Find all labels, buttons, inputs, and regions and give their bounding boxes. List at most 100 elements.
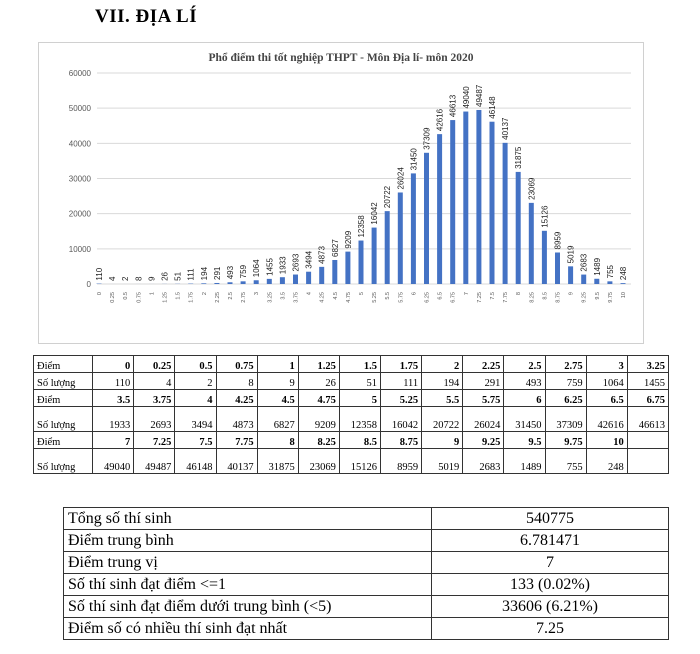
x-tick-label: 0.5 <box>123 292 129 300</box>
point-cell: 4 <box>174 389 217 407</box>
x-tick-label: 1 <box>149 292 155 295</box>
count-cell: 16042 <box>380 406 423 432</box>
data-label: 15126 <box>540 205 549 228</box>
points-row: Điểm 3.5 3.75 4 4.25 4.5 4.75 5 5.25 5.5 5.75 6 6.25… <box>32 389 670 407</box>
stat-row: Tổng số thí sinh 540775 <box>63 507 669 530</box>
row-label: Số lượng <box>32 372 94 390</box>
x-tick-label: 7.5 <box>490 292 496 300</box>
count-cell: 40137 <box>215 448 258 474</box>
stat-value: 540775 <box>431 507 669 530</box>
data-label: 4873 <box>318 246 327 264</box>
count-cell: 493 <box>503 372 546 390</box>
count-cell: 8 <box>215 372 258 390</box>
x-tick-label: 3.25 <box>267 292 273 303</box>
y-tick-label: 30000 <box>69 175 92 184</box>
x-tick-label: 6.25 <box>425 292 431 303</box>
x-tick-label: 2 <box>202 292 208 295</box>
data-label: 9 <box>147 276 156 281</box>
data-label: 16042 <box>370 202 379 225</box>
data-label: 1064 <box>252 259 261 277</box>
point-cell: 4.25 <box>215 389 258 407</box>
section-heading: VII. ĐỊA LÍ <box>95 6 198 27</box>
bar <box>319 266 325 284</box>
y-tick-label: 0 <box>87 280 92 289</box>
point-cell: 5 <box>338 389 382 407</box>
x-tick-label: 0.25 <box>110 292 116 303</box>
x-tick-label: 2.5 <box>228 292 234 300</box>
point-cell: 2.5 <box>503 355 546 373</box>
bar <box>620 283 626 284</box>
point-cell: 0.75 <box>215 355 258 373</box>
point-cell: 5.25 <box>380 389 423 407</box>
data-label: 110 <box>95 267 104 280</box>
data-label: 493 <box>226 265 235 279</box>
stat-label: Số thí sinh đạt điểm <=1 <box>63 573 432 596</box>
counts-row: Số lượng 49040 49487 46148 40137 31875 23069 15… <box>32 448 670 474</box>
data-label: 31450 <box>409 148 418 171</box>
stat-value: 7.25 <box>431 617 669 640</box>
points-row: Điểm 0 0.25 0.5 0.75 1 1.25 1.5 1.75 2 2.25 2.5 2.75… <box>32 355 670 373</box>
x-tick-label: 9 <box>569 292 575 295</box>
y-tick-label: 60000 <box>69 69 92 78</box>
data-label: 2683 <box>580 253 589 271</box>
count-cell: 15126 <box>338 448 382 474</box>
stat-label: Điểm số có nhiều thí sinh đạt nhất <box>63 617 432 640</box>
point-cell: 1 <box>256 355 299 373</box>
point-cell: 4.5 <box>256 389 299 407</box>
bar <box>253 280 259 284</box>
bar <box>306 271 312 284</box>
score-distribution-chart: Phổ điểm thi tốt nghiệp THPT - Môn Địa l… <box>38 42 644 344</box>
data-label: 31875 <box>514 146 523 169</box>
count-cell: 4 <box>133 372 176 390</box>
data-label: 49487 <box>475 84 484 107</box>
y-tick-label: 50000 <box>69 104 92 113</box>
point-cell: 7.5 <box>174 431 217 449</box>
point-cell <box>626 431 670 449</box>
data-label: 8959 <box>554 231 563 249</box>
data-label: 23069 <box>527 177 536 200</box>
count-cell: 37309 <box>544 406 587 432</box>
stat-label: Điểm trung vị <box>63 551 432 574</box>
point-cell: 6.75 <box>626 389 670 407</box>
count-cell: 1933 <box>92 406 135 432</box>
point-cell: 1.25 <box>297 355 340 373</box>
stat-value: 6.781471 <box>431 529 669 552</box>
bar <box>607 281 613 284</box>
point-cell: 8.25 <box>297 431 340 449</box>
data-label: 20722 <box>383 185 392 208</box>
x-tick-label: 5 <box>359 292 365 295</box>
bar <box>450 120 456 285</box>
data-label: 4 <box>108 276 117 281</box>
point-cell: 7 <box>92 431 135 449</box>
data-label: 2 <box>121 276 130 281</box>
x-tick-label: 9.5 <box>595 292 601 300</box>
point-cell: 3.75 <box>133 389 176 407</box>
row-label: Số lượng <box>32 406 94 432</box>
point-cell: 9.25 <box>462 431 505 449</box>
count-cell: 20722 <box>421 406 464 432</box>
bar <box>266 278 272 284</box>
point-cell: 4.75 <box>297 389 340 407</box>
count-cell: 291 <box>462 372 505 390</box>
count-cell: 2 <box>174 372 217 390</box>
data-label: 248 <box>619 266 628 280</box>
x-tick-label: 8 <box>516 292 522 295</box>
count-cell <box>626 448 670 474</box>
bar <box>594 278 600 284</box>
data-label: 1933 <box>278 256 287 274</box>
point-cell: 0 <box>92 355 135 373</box>
stat-value: 133 (0.02%) <box>431 573 669 596</box>
data-label: 26 <box>161 271 170 280</box>
data-label: 755 <box>606 264 615 278</box>
count-cell: 2693 <box>133 406 176 432</box>
point-cell: 7.25 <box>133 431 176 449</box>
count-cell: 12358 <box>338 406 382 432</box>
y-tick-label: 20000 <box>69 210 92 219</box>
bar <box>227 282 233 284</box>
count-cell: 31450 <box>503 406 546 432</box>
bar <box>489 121 495 285</box>
data-label: 759 <box>239 264 248 278</box>
point-cell: 6 <box>503 389 546 407</box>
x-tick-label: 3.75 <box>294 292 300 303</box>
count-cell: 4873 <box>215 406 258 432</box>
